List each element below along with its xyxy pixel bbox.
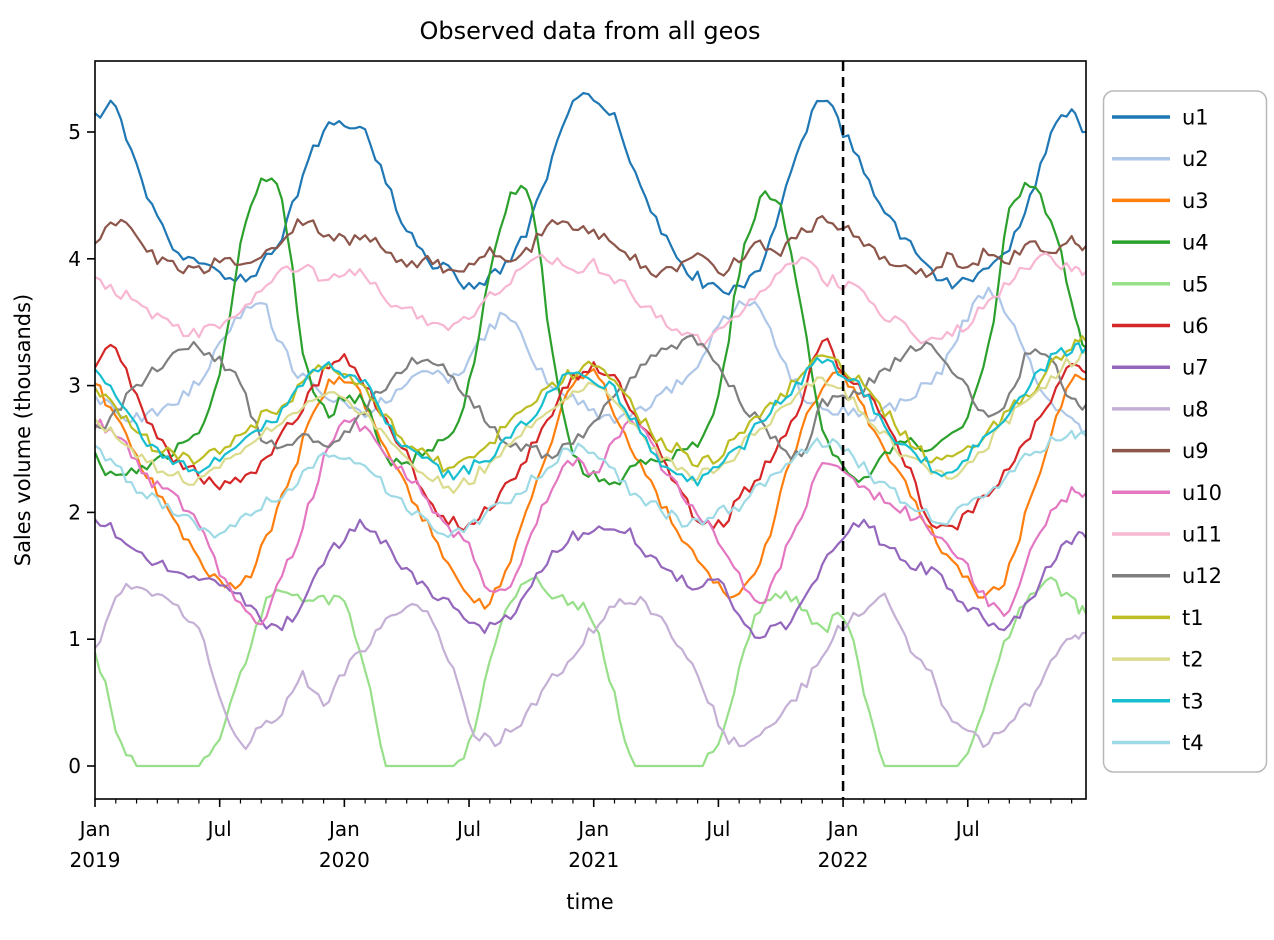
x-tick-label: Jul <box>455 817 481 841</box>
legend-item-u9: u9 <box>1112 439 1209 463</box>
x-axis-ticks: Jan 2019 Jul Jan 2020 Jul Jan 2021 Jul Jan 2022 Jul <box>70 799 1073 872</box>
x-tick-label: Jan 2022 <box>818 817 869 872</box>
y-tick-label: 5 <box>68 120 81 144</box>
series-lines <box>95 91 1086 768</box>
legend-label-u5: u5 <box>1182 272 1209 296</box>
legend-item-u1: u1 <box>1112 106 1209 130</box>
series-line-t2 <box>95 349 1086 494</box>
series-line-u11 <box>95 252 1086 348</box>
legend-label-u7: u7 <box>1182 356 1209 380</box>
y-tick-label: 1 <box>68 627 81 651</box>
x-tick-label: Jul <box>954 817 980 841</box>
legend-item-u3: u3 <box>1112 189 1209 213</box>
legend-label-u1: u1 <box>1182 106 1209 130</box>
legend-label-t4: t4 <box>1182 731 1204 755</box>
legend-item-t1: t1 <box>1112 606 1204 630</box>
legend-item-u10: u10 <box>1112 481 1222 505</box>
y-axis-ticks: 0 1 2 3 4 5 <box>68 120 95 778</box>
legend-label-u3: u3 <box>1182 189 1209 213</box>
plot-frame <box>94 60 1087 800</box>
y-tick-label: 4 <box>68 247 81 271</box>
series-line-t1 <box>95 335 1086 473</box>
series-line-u7 <box>95 518 1086 640</box>
legend-item-u6: u6 <box>1112 314 1209 338</box>
y-tick-label: 2 <box>68 500 81 524</box>
legend-label-t1: t1 <box>1182 606 1204 630</box>
legend-label-t2: t2 <box>1182 648 1204 672</box>
legend-item-u11: u11 <box>1112 523 1222 547</box>
x-axis-label: time <box>566 890 613 914</box>
x-tick-label: Jul <box>206 817 232 841</box>
series-line-t4 <box>95 429 1086 539</box>
series-line-u10 <box>95 417 1086 626</box>
legend-label-u10: u10 <box>1182 481 1222 505</box>
x-tick-label: Jan 2019 <box>70 817 121 872</box>
legend-label-u12: u12 <box>1182 564 1222 588</box>
legend-item-t2: t2 <box>1112 648 1204 672</box>
legend-item-u5: u5 <box>1112 272 1209 296</box>
series-line-u2 <box>95 286 1086 435</box>
series-line-u8 <box>95 582 1086 751</box>
y-axis-label: Sales volume (thousands) <box>11 294 35 567</box>
legend-label-u11: u11 <box>1182 523 1222 547</box>
legend-item-t4: t4 <box>1112 731 1204 755</box>
legend-box <box>1102 90 1268 773</box>
legend-label-u8: u8 <box>1182 397 1209 421</box>
legend-label-u4: u4 <box>1182 231 1209 255</box>
series-line-u3 <box>95 368 1086 610</box>
x-tick-label: Jan 2021 <box>568 817 619 872</box>
series-line-t3 <box>95 342 1086 487</box>
legend-item-t3: t3 <box>1112 689 1204 713</box>
legend-label-t3: t3 <box>1182 689 1204 713</box>
legend-item-u12: u12 <box>1112 564 1222 588</box>
legend-label-u9: u9 <box>1182 439 1209 463</box>
legend-label-u2: u2 <box>1182 147 1209 171</box>
series-line-u6 <box>95 337 1086 532</box>
chart-title: Observed data from all geos <box>419 17 760 45</box>
series-line-u12 <box>95 334 1086 461</box>
legend: u1 u2 u3 u4 u5 u6 u7 u8 u9 u10 u11 u12 t1 t2 t3 t4 <box>1102 90 1268 773</box>
legend-item-u8: u8 <box>1112 397 1209 421</box>
y-tick-label: 3 <box>68 374 81 398</box>
legend-item-u2: u2 <box>1112 147 1209 171</box>
legend-item-u4: u4 <box>1112 231 1209 255</box>
x-tick-label: Jul <box>704 817 730 841</box>
series-line-u1 <box>95 91 1086 296</box>
series-line-u9 <box>95 215 1086 279</box>
x-tick-label: Jan 2020 <box>319 817 370 872</box>
series-line-u5 <box>95 576 1086 768</box>
legend-item-u7: u7 <box>1112 356 1209 380</box>
legend-label-u6: u6 <box>1182 314 1209 338</box>
y-tick-label: 0 <box>68 754 81 778</box>
